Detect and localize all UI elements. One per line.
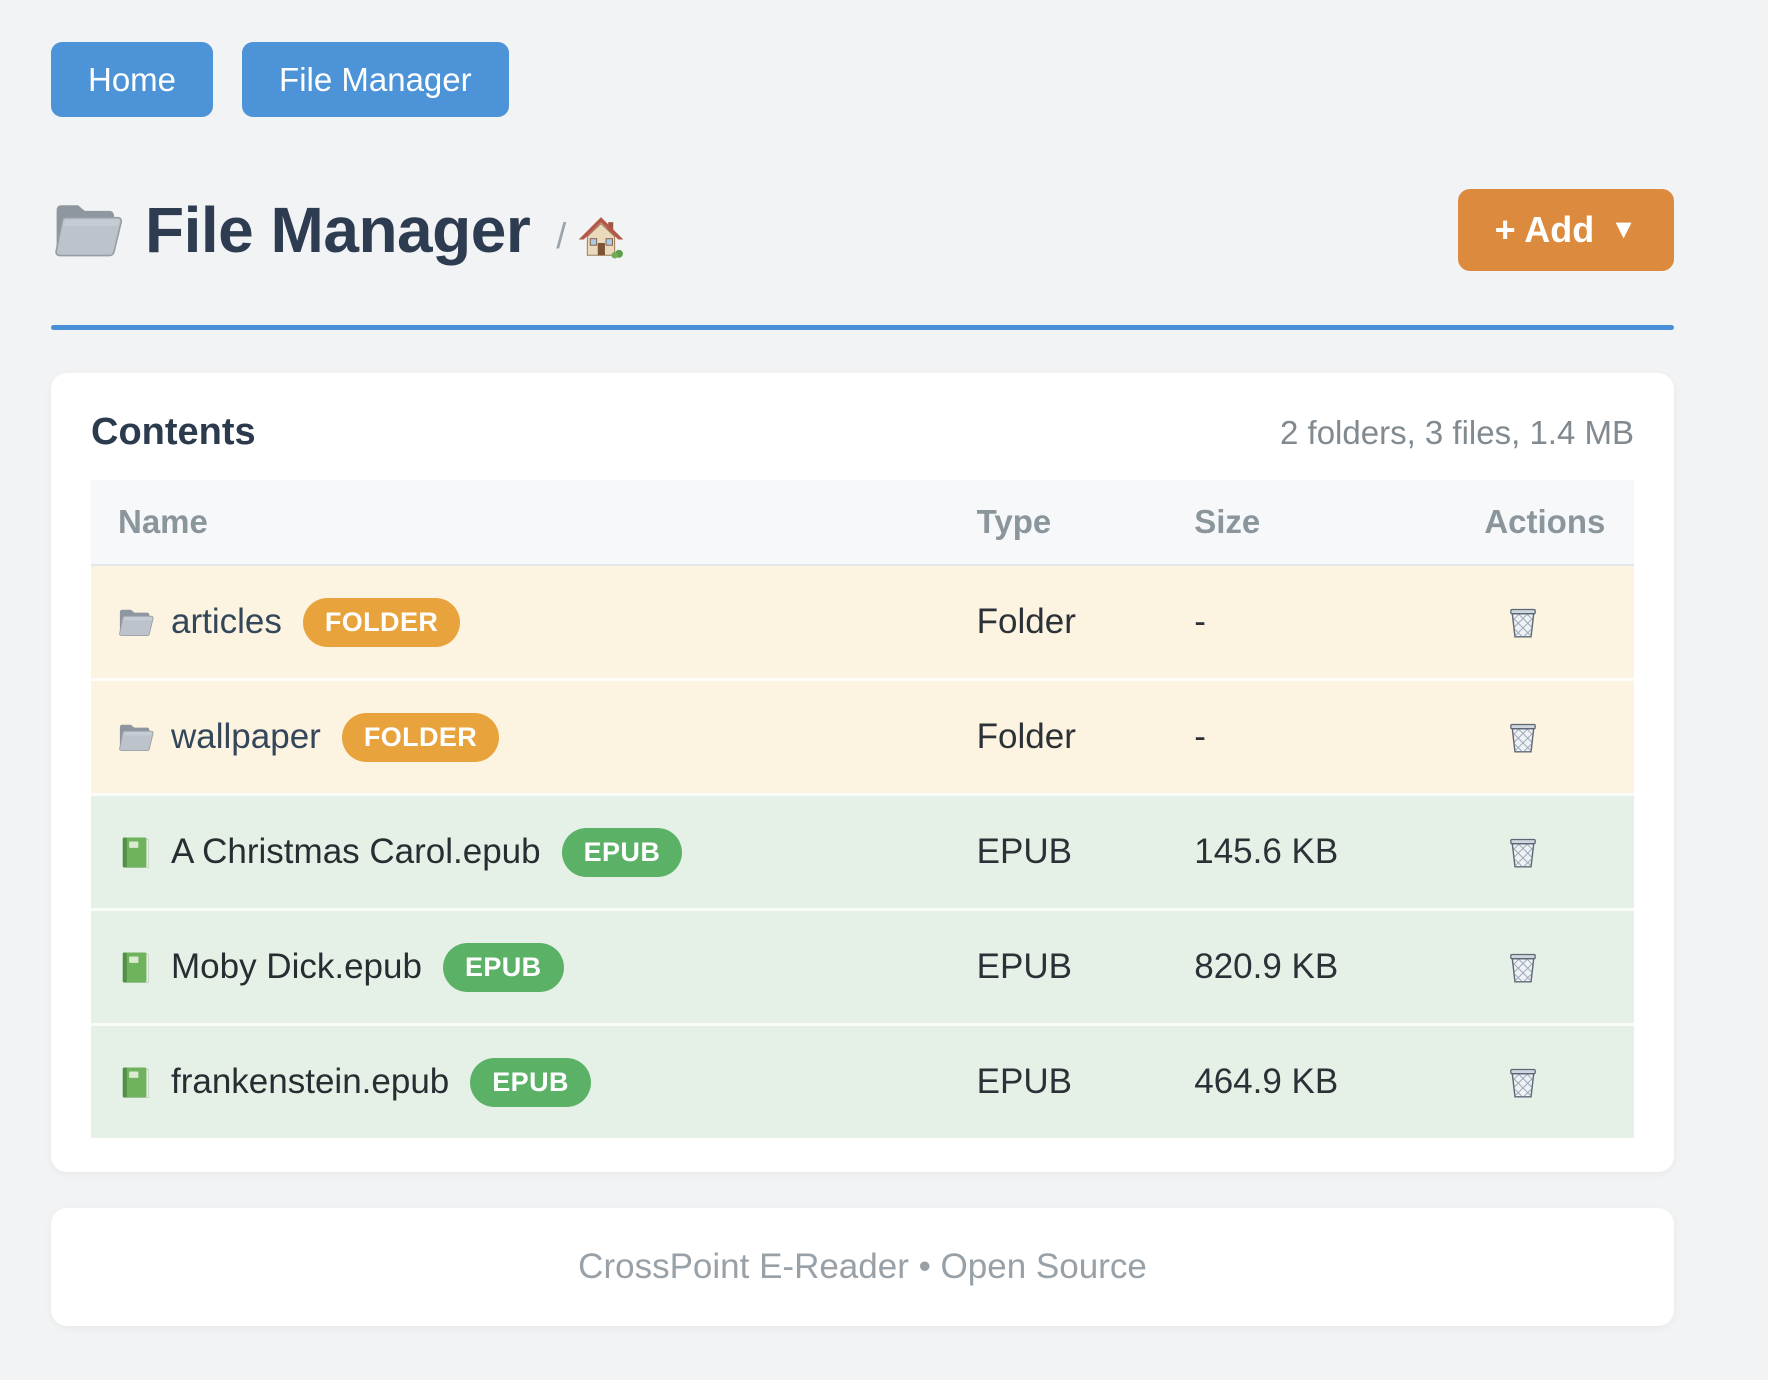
card-head: Contents 2 folders, 3 files, 1.4 MB <box>91 411 1634 454</box>
size-cell: 145.6 KB <box>1194 832 1339 871</box>
name-cell: wallpaper FOLDER <box>91 712 977 762</box>
trash-icon <box>1504 830 1542 874</box>
table-row: wallpaper FOLDER Folder - <box>91 678 1634 793</box>
table-row: Moby Dick.epub EPUB EPUB 820.9 KB <box>91 908 1634 1023</box>
book-icon <box>117 834 154 871</box>
size-cell: 820.9 KB <box>1194 947 1339 986</box>
type-badge: FOLDER <box>341 712 500 762</box>
name-cell: A Christmas Carol.epub EPUB <box>91 827 977 877</box>
book-icon <box>117 949 154 986</box>
footer: CrossPoint E-Reader • Open Source <box>51 1208 1674 1326</box>
house-icon <box>578 215 624 261</box>
column-header-size: Size <box>1194 503 1261 540</box>
header-divider <box>51 325 1674 330</box>
item-name: A Christmas Carol.epub <box>171 832 541 871</box>
actions-cell <box>1484 1056 1634 1108</box>
table-row: frankenstein.epub EPUB EPUB 464.9 KB <box>91 1023 1634 1138</box>
item-name: frankenstein.epub <box>171 1062 450 1101</box>
file-table: Name Type Size Actions articles FOLDER F… <box>91 480 1634 1138</box>
page-header: File Manager / + Add ▼ <box>51 189 1674 271</box>
footer-text: CrossPoint E-Reader • Open Source <box>578 1247 1147 1286</box>
delete-button[interactable] <box>1500 711 1546 763</box>
breadcrumb-separator: / <box>556 215 567 256</box>
folder-icon <box>51 194 123 266</box>
column-header-name: Name <box>118 503 208 540</box>
type-cell: Folder <box>976 602 1076 641</box>
type-badge: FOLDER <box>302 597 461 647</box>
trash-icon <box>1504 715 1542 759</box>
column-header-actions: Actions <box>1484 503 1606 540</box>
column-header-type: Type <box>976 503 1052 540</box>
trash-icon <box>1504 945 1542 989</box>
file-table-body: articles FOLDER Folder - wallpaper FOLDE… <box>91 566 1634 1138</box>
item-name[interactable]: articles <box>171 602 282 641</box>
delete-button[interactable] <box>1500 826 1546 878</box>
item-name[interactable]: wallpaper <box>171 717 321 756</box>
type-badge: EPUB <box>561 827 683 877</box>
book-icon <box>117 1064 154 1101</box>
actions-cell <box>1484 941 1634 993</box>
name-cell: articles FOLDER <box>91 597 977 647</box>
type-cell: EPUB <box>976 947 1072 986</box>
contents-title: Contents <box>91 411 256 453</box>
delete-button[interactable] <box>1500 941 1546 993</box>
breadcrumb-home-link[interactable] <box>578 215 624 261</box>
top-nav: Home File Manager <box>51 42 1674 117</box>
contents-card: Contents 2 folders, 3 files, 1.4 MB Name… <box>51 373 1674 1172</box>
page-title: File Manager <box>145 194 531 266</box>
folder-icon <box>117 719 154 756</box>
size-cell: - <box>1194 717 1206 756</box>
trash-icon <box>1504 1060 1542 1104</box>
type-badge: EPUB <box>470 1057 591 1107</box>
name-cell: frankenstein.epub EPUB <box>91 1057 977 1107</box>
table-header-row: Name Type Size Actions <box>91 480 1634 566</box>
actions-cell <box>1484 596 1634 648</box>
delete-button[interactable] <box>1500 596 1546 648</box>
type-cell: EPUB <box>976 832 1072 871</box>
contents-summary: 2 folders, 3 files, 1.4 MB <box>1280 414 1634 451</box>
folder-icon <box>117 604 154 641</box>
title-wrap: File Manager / <box>51 193 624 267</box>
add-button-label: + Add <box>1494 209 1595 250</box>
type-cell: EPUB <box>976 1062 1072 1101</box>
page: Home File Manager File Manager / + Add ▼… <box>51 42 1674 1326</box>
type-badge: EPUB <box>442 942 564 992</box>
nav-file-manager-button[interactable]: File Manager <box>242 42 509 117</box>
nav-home-button[interactable]: Home <box>51 42 214 117</box>
table-row: A Christmas Carol.epub EPUB EPUB 145.6 K… <box>91 793 1634 908</box>
type-cell: Folder <box>976 717 1076 756</box>
delete-button[interactable] <box>1500 1056 1546 1108</box>
caret-down-icon: ▼ <box>1610 213 1637 244</box>
item-name: Moby Dick.epub <box>171 947 422 986</box>
size-cell: - <box>1194 602 1206 641</box>
add-button[interactable]: + Add ▼ <box>1457 189 1674 271</box>
actions-cell <box>1484 826 1634 878</box>
trash-icon <box>1504 600 1542 644</box>
actions-cell <box>1484 711 1634 763</box>
size-cell: 464.9 KB <box>1194 1062 1339 1101</box>
table-row: articles FOLDER Folder - <box>91 566 1634 678</box>
name-cell: Moby Dick.epub EPUB <box>91 942 977 992</box>
